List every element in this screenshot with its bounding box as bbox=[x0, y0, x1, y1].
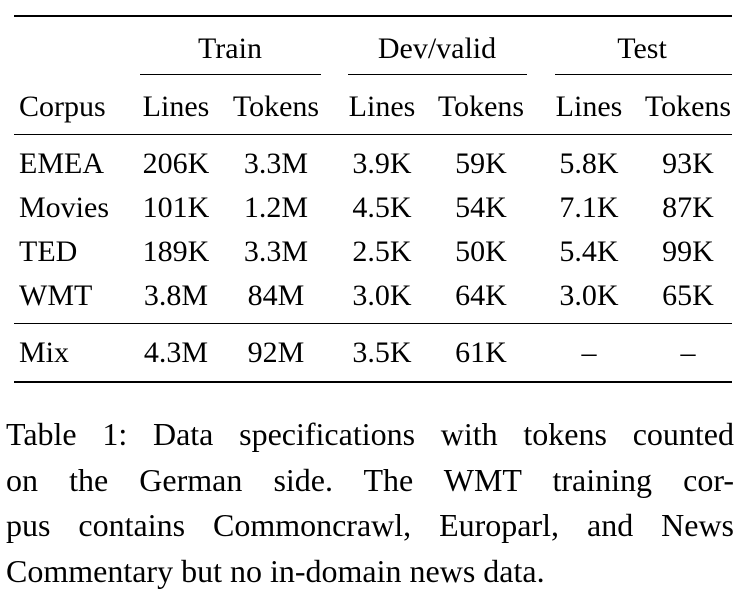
table-cell: 65K bbox=[662, 279, 714, 312]
header-train-lines: Lines bbox=[142, 90, 210, 123]
header-test-lines: Lines bbox=[555, 90, 623, 123]
table-cell: 4.3M bbox=[143, 336, 209, 369]
table-cell: 5.4K bbox=[559, 235, 619, 268]
table-cell: 50K bbox=[455, 235, 507, 268]
table-cell: 7.1K bbox=[559, 191, 619, 224]
table-cell: 3.8M bbox=[143, 279, 209, 312]
header-dev-tokens: Tokens bbox=[437, 90, 525, 123]
group-underline-test bbox=[555, 74, 732, 75]
caption-line: Table 1: Data specifications with tokens… bbox=[6, 416, 734, 452]
table-cell: 64K bbox=[455, 279, 507, 312]
table-cell: 3.5K bbox=[352, 336, 412, 369]
header-rule bbox=[14, 134, 732, 135]
table-cell: 59K bbox=[455, 147, 507, 180]
header-test-tokens: Tokens bbox=[644, 90, 732, 123]
table-cell: 3.0K bbox=[559, 279, 619, 312]
table-bottom-rule bbox=[14, 381, 732, 383]
row-wmt-corpus: WMT bbox=[19, 279, 93, 312]
table-cell: 2.5K bbox=[352, 235, 412, 268]
table-caption: Table 1: Data specifications with tokens… bbox=[6, 412, 734, 594]
table-cell: 3.9K bbox=[352, 147, 412, 180]
row-emea-corpus: EMEA bbox=[19, 147, 104, 180]
table-cell: – bbox=[581, 336, 597, 369]
table-cell: 206K bbox=[142, 147, 210, 180]
row-mix-corpus: Mix bbox=[19, 336, 70, 369]
mix-rule bbox=[14, 323, 732, 324]
row-movies-corpus: Movies bbox=[19, 191, 109, 224]
table-cell: 84M bbox=[247, 279, 305, 312]
table-cell: 87K bbox=[662, 191, 714, 224]
caption-line: Commentary but no in-domain news data. bbox=[6, 552, 545, 589]
caption-line: on the German side. The WMT training cor… bbox=[6, 461, 734, 498]
header-dev-lines: Lines bbox=[348, 90, 416, 123]
caption-line: pus contains Commoncrawl, Europarl, and … bbox=[6, 507, 734, 543]
table-cell: 101K bbox=[142, 191, 210, 224]
table-cell: 3.3M bbox=[243, 147, 309, 180]
table-top-rule bbox=[14, 15, 732, 17]
group-header-devvalid: Dev/valid bbox=[377, 32, 497, 65]
table-cell: – bbox=[680, 336, 696, 369]
table-cell: 61K bbox=[455, 336, 507, 369]
table-cell: 93K bbox=[662, 147, 714, 180]
table-cell: 54K bbox=[455, 191, 507, 224]
table-cell: 92M bbox=[247, 336, 305, 369]
group-header-train: Train bbox=[198, 32, 262, 65]
header-corpus: Corpus bbox=[19, 90, 106, 123]
table-cell: 4.5K bbox=[352, 191, 412, 224]
table-cell: 1.2M bbox=[243, 191, 309, 224]
table-cell: 189K bbox=[142, 235, 210, 268]
table-cell: 99K bbox=[662, 235, 714, 268]
group-header-test: Test bbox=[617, 32, 667, 65]
row-ted-corpus: TED bbox=[19, 235, 78, 268]
group-underline-devvalid bbox=[348, 74, 527, 75]
table-cell: 3.0K bbox=[352, 279, 412, 312]
group-underline-train bbox=[140, 74, 321, 75]
table-cell: 5.8K bbox=[559, 147, 619, 180]
header-train-tokens: Tokens bbox=[232, 90, 320, 123]
table-cell: 3.3M bbox=[243, 235, 309, 268]
